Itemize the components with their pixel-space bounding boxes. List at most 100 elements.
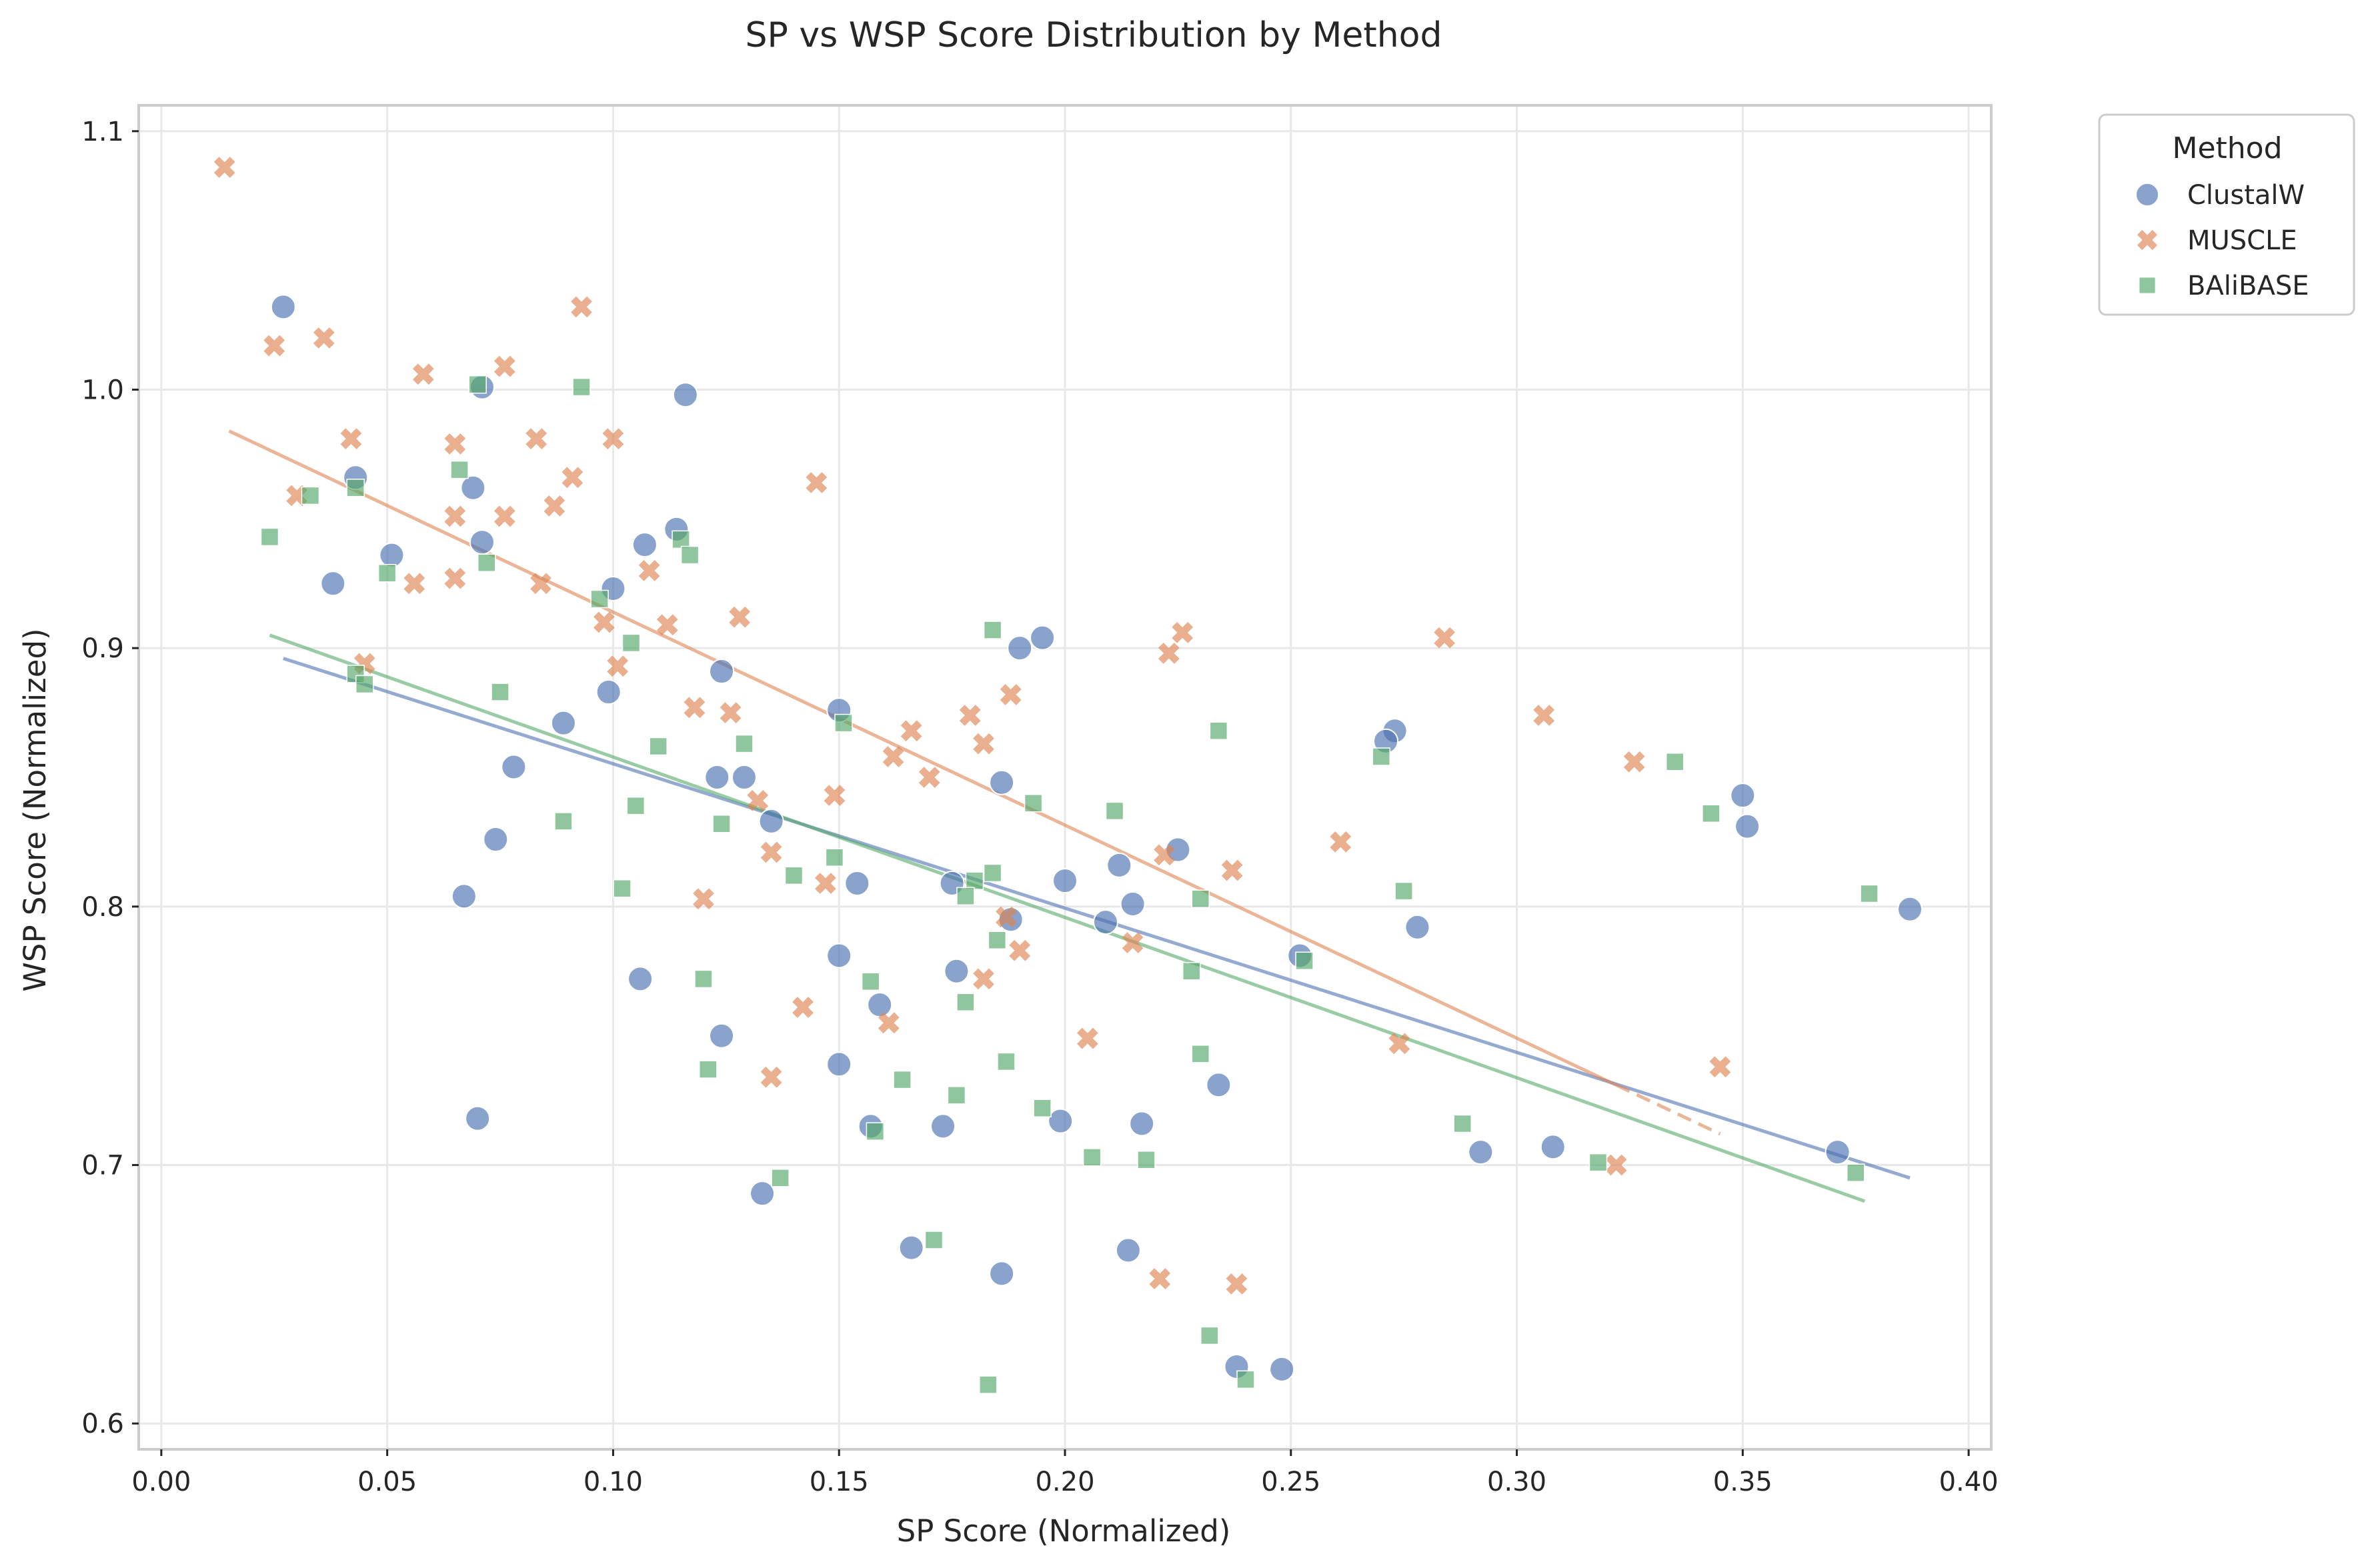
muscle-point — [1623, 751, 1645, 773]
balibase-point — [861, 972, 880, 991]
x-tick-label: 0.15 — [810, 1467, 869, 1497]
muscle-point — [543, 495, 565, 517]
muscle-point — [525, 428, 547, 450]
clustalw-point — [930, 1113, 956, 1139]
balibase-point — [301, 486, 320, 505]
x-tick-label: 0.10 — [583, 1467, 643, 1497]
y-tick-label: 0.7 — [81, 1151, 124, 1181]
muscle-point — [806, 472, 828, 493]
clustalw-point — [826, 943, 852, 969]
muscle-point — [530, 573, 551, 595]
balibase-point — [1236, 1370, 1255, 1389]
balibase-point — [825, 848, 844, 867]
y-tick-label: 0.6 — [81, 1409, 124, 1439]
legend-marker-balibase — [2138, 276, 2157, 295]
clustalw-point — [320, 571, 346, 597]
balibase-point — [1137, 1151, 1156, 1169]
muscle-point — [602, 428, 624, 450]
legend-items: ClustalW MUSCLE BAliBASE — [2135, 180, 2309, 301]
muscle-point — [571, 296, 592, 318]
balibase-point — [771, 1169, 790, 1187]
legend-label-muscle: MUSCLE — [2187, 225, 2297, 256]
balibase-point — [947, 1086, 966, 1105]
clustalw-point — [1825, 1139, 1851, 1165]
x-tick-label: 0.30 — [1487, 1467, 1546, 1497]
balibase-point — [988, 931, 1007, 949]
y-axis-label: WSP Score (Normalized) — [17, 628, 53, 991]
balibase-point — [590, 589, 609, 609]
muscle-point — [1221, 859, 1243, 881]
muscle-point — [973, 733, 994, 755]
clustalw-point — [1030, 625, 1056, 651]
clustalw-point — [501, 754, 527, 780]
muscle-point — [340, 428, 362, 450]
muscle-point — [824, 785, 846, 807]
muscle-point — [213, 157, 235, 178]
clustalw-point — [709, 1023, 735, 1049]
balibase-point — [1846, 1163, 1865, 1182]
balibase-point — [377, 563, 397, 583]
balibase-point — [680, 545, 700, 565]
clustalw-point — [731, 765, 757, 790]
legend-label-balibase: BAliBASE — [2187, 271, 2309, 301]
clustalw-point — [1734, 813, 1760, 839]
data-points — [213, 157, 1923, 1394]
balibase-point — [491, 683, 509, 701]
clustalw-point — [844, 870, 870, 896]
clustalw-point — [898, 1235, 924, 1261]
muscle-point — [656, 614, 678, 636]
clustalw-point — [550, 710, 576, 736]
muscle-point — [493, 355, 515, 377]
clustalw-point — [1007, 635, 1033, 661]
clustalw-point — [1106, 852, 1132, 878]
balibase-point — [983, 621, 1002, 639]
muscle-point — [1000, 684, 1022, 705]
balibase-point — [1860, 884, 1879, 903]
chart-title: SP vs WSP Score Distribution by Method — [745, 15, 1442, 55]
legend: Method ClustalW MUSCLE BAliBASE — [2098, 113, 2355, 316]
balibase-point — [468, 375, 487, 394]
muscle-point — [444, 505, 466, 527]
clustalw-point — [750, 1181, 776, 1207]
balibase-point — [450, 460, 469, 479]
muscle-point — [684, 697, 706, 719]
muscle-point — [403, 573, 425, 595]
legend-marker-clustalw — [2135, 182, 2160, 207]
muscle-point — [1388, 1033, 1410, 1055]
muscle-point — [1605, 1154, 1627, 1176]
legend-box — [2098, 113, 2355, 316]
x-tick-label: 0.40 — [1939, 1467, 1999, 1497]
clustalw-point — [628, 966, 654, 992]
balibase-point — [694, 969, 713, 989]
balibase-point — [622, 633, 641, 653]
balibase-point — [1665, 752, 1684, 771]
y-tick-label: 0.8 — [81, 892, 124, 923]
muscle-point — [693, 888, 714, 910]
clustalw-point — [1540, 1134, 1566, 1160]
clustalw-point — [632, 532, 658, 558]
clustalw-point — [826, 1051, 852, 1077]
muscle-trend-line-dashed — [1615, 1083, 1721, 1136]
muscle-point — [1149, 1268, 1171, 1290]
x-tick-label: 0.25 — [1261, 1467, 1320, 1497]
balibase-point — [784, 866, 804, 885]
clustalw-point — [1730, 783, 1756, 809]
balibase-point — [649, 737, 668, 756]
x-tick-label: 0.05 — [357, 1467, 417, 1497]
balibase-point — [1372, 747, 1391, 766]
balibase-point — [997, 1052, 1016, 1071]
muscle-point — [1009, 939, 1031, 961]
balibase-point — [613, 879, 632, 898]
muscle-point — [1172, 622, 1194, 643]
balibase-point — [1191, 889, 1210, 908]
x-tick-label: 0.20 — [1035, 1467, 1094, 1497]
muscle-point — [561, 467, 583, 489]
balibase-point — [572, 377, 591, 397]
muscle-point — [1122, 932, 1144, 954]
muscle-point — [900, 720, 922, 742]
balibase-point — [712, 815, 731, 833]
muscle-point — [638, 559, 660, 581]
muscle-point — [882, 746, 904, 767]
balibase-point — [1024, 794, 1043, 813]
